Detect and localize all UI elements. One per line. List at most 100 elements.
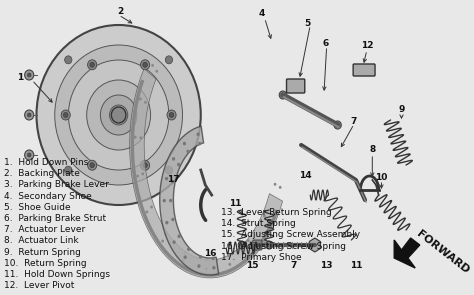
Circle shape: [279, 186, 282, 189]
Text: 4: 4: [259, 9, 265, 19]
Circle shape: [169, 112, 174, 117]
Text: 7: 7: [291, 260, 297, 270]
Text: 6: 6: [323, 39, 329, 47]
Circle shape: [88, 60, 97, 70]
Circle shape: [27, 113, 31, 117]
Circle shape: [68, 60, 169, 170]
Circle shape: [140, 60, 150, 70]
Circle shape: [227, 254, 230, 257]
Circle shape: [61, 110, 70, 120]
Circle shape: [196, 132, 200, 136]
Text: 14: 14: [300, 171, 312, 179]
Text: 16.  Adjusting Screw Spring: 16. Adjusting Screw Spring: [221, 242, 346, 250]
Text: 1.  Hold Down Pins: 1. Hold Down Pins: [4, 158, 88, 167]
Circle shape: [186, 150, 190, 153]
Circle shape: [139, 97, 142, 101]
Circle shape: [197, 264, 201, 268]
Text: 16: 16: [204, 248, 216, 258]
Circle shape: [212, 266, 216, 270]
Circle shape: [250, 247, 253, 250]
Circle shape: [267, 220, 270, 223]
Circle shape: [140, 160, 150, 170]
Circle shape: [150, 206, 153, 209]
Circle shape: [212, 256, 215, 260]
Circle shape: [143, 163, 147, 168]
Text: 1: 1: [17, 73, 23, 83]
Circle shape: [169, 199, 172, 202]
Circle shape: [109, 105, 128, 125]
Circle shape: [263, 214, 266, 217]
Circle shape: [171, 218, 174, 221]
Text: 9: 9: [398, 106, 405, 114]
Circle shape: [184, 251, 186, 254]
Text: 15: 15: [246, 260, 259, 270]
Circle shape: [151, 64, 154, 67]
Circle shape: [134, 136, 137, 139]
Text: 10.  Return Spring: 10. Return Spring: [4, 259, 86, 268]
Circle shape: [165, 232, 167, 236]
FancyBboxPatch shape: [353, 64, 375, 76]
Circle shape: [238, 241, 246, 249]
Circle shape: [165, 221, 168, 224]
Polygon shape: [160, 126, 219, 275]
Text: 5: 5: [304, 19, 310, 27]
Text: 11.  Hold Down Springs: 11. Hold Down Springs: [4, 270, 109, 279]
Polygon shape: [129, 69, 283, 278]
Circle shape: [111, 107, 126, 123]
Text: 7.  Actuator Lever: 7. Actuator Lever: [4, 225, 85, 234]
Circle shape: [167, 110, 176, 120]
Circle shape: [187, 248, 190, 251]
Circle shape: [25, 70, 34, 80]
Text: 13: 13: [320, 260, 333, 270]
Text: 4.  Secondary Shoe: 4. Secondary Shoe: [4, 191, 91, 201]
Polygon shape: [394, 238, 420, 268]
Text: 5.  Shoe Guide: 5. Shoe Guide: [4, 203, 70, 212]
Polygon shape: [309, 238, 320, 252]
Text: 9.  Return Spring: 9. Return Spring: [4, 248, 81, 257]
Circle shape: [161, 240, 164, 242]
Text: 2.  Backing Plate: 2. Backing Plate: [4, 169, 80, 178]
Circle shape: [143, 62, 147, 67]
Circle shape: [155, 70, 158, 73]
Circle shape: [100, 95, 137, 135]
Text: 15.  Adjusting Screw Assembly: 15. Adjusting Screw Assembly: [221, 230, 360, 240]
Text: 6.  Parking Brake Strut: 6. Parking Brake Strut: [4, 214, 106, 223]
Circle shape: [265, 241, 273, 249]
Text: 3.  Parking Brake Lever: 3. Parking Brake Lever: [4, 181, 109, 189]
Circle shape: [198, 142, 201, 145]
Text: 14.  Strut Spring: 14. Strut Spring: [221, 219, 296, 228]
FancyBboxPatch shape: [253, 240, 262, 250]
Circle shape: [88, 160, 97, 170]
Circle shape: [273, 183, 276, 186]
Circle shape: [25, 110, 34, 120]
Circle shape: [247, 239, 250, 242]
Circle shape: [136, 175, 139, 178]
Circle shape: [163, 199, 166, 202]
Circle shape: [171, 180, 174, 183]
Circle shape: [64, 112, 68, 117]
Circle shape: [172, 157, 175, 161]
Text: 12.  Lever Pivot: 12. Lever Pivot: [4, 281, 74, 290]
Circle shape: [173, 240, 176, 244]
Text: 7: 7: [350, 117, 356, 125]
Text: 8: 8: [369, 145, 375, 155]
Circle shape: [228, 263, 231, 266]
Circle shape: [36, 25, 201, 205]
Text: 13.  Lever Return Spring: 13. Lever Return Spring: [221, 208, 332, 217]
Circle shape: [183, 255, 187, 259]
Circle shape: [90, 62, 94, 67]
Text: 10: 10: [375, 173, 388, 181]
Circle shape: [141, 172, 144, 175]
Circle shape: [146, 210, 148, 214]
Text: 11: 11: [229, 199, 242, 209]
Circle shape: [90, 163, 94, 168]
Circle shape: [177, 235, 181, 238]
FancyBboxPatch shape: [286, 79, 305, 93]
Text: 17.  Primary Shoe: 17. Primary Shoe: [221, 253, 301, 262]
Text: 12: 12: [361, 42, 373, 50]
Circle shape: [199, 255, 202, 259]
Circle shape: [165, 177, 168, 181]
Circle shape: [27, 153, 31, 157]
Circle shape: [27, 73, 31, 77]
Circle shape: [165, 56, 173, 64]
